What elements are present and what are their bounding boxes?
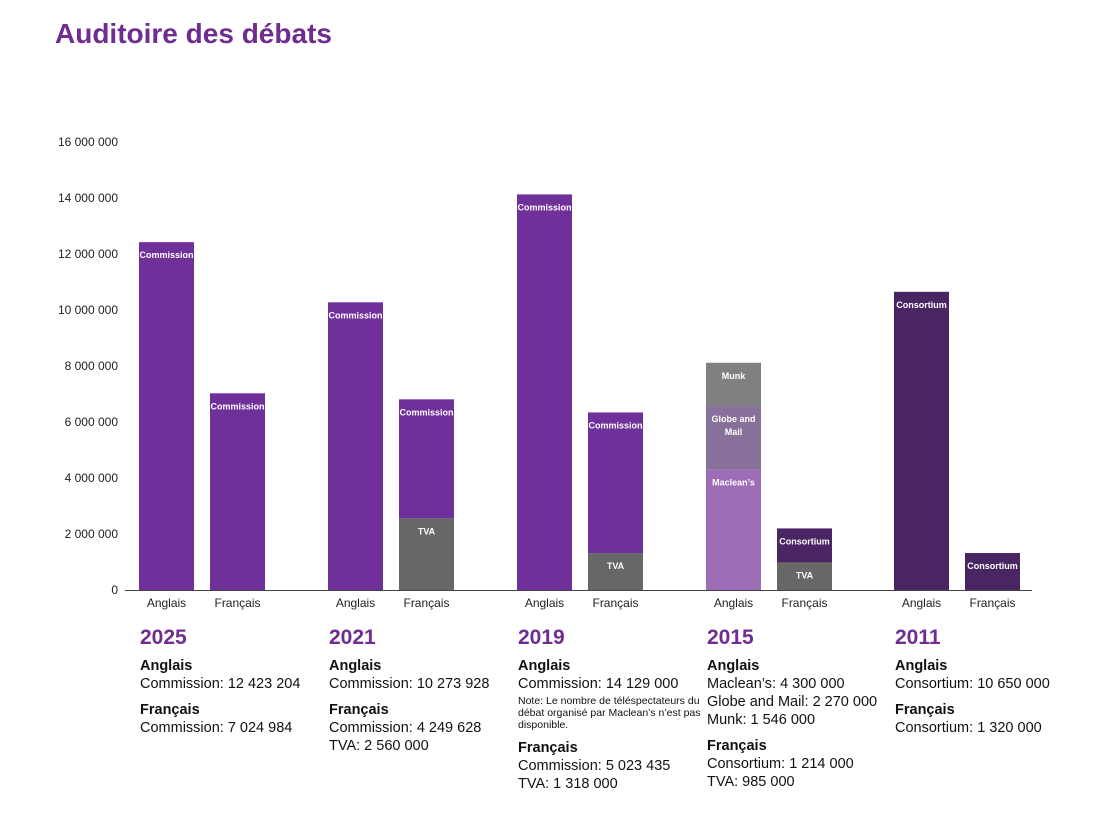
bar-segment-label: TVA xyxy=(607,561,625,571)
audience-line: Commission: 7 024 984 xyxy=(140,720,293,736)
bar-segment-label: Globe and xyxy=(711,414,755,424)
x-tick-label: Français xyxy=(592,596,638,610)
anglais-heading: Anglais xyxy=(707,658,760,674)
year-heading: 2015 xyxy=(707,626,754,649)
x-tick-label: Anglais xyxy=(336,596,375,610)
bar-segment xyxy=(894,291,949,590)
bar-segment xyxy=(706,469,761,590)
bar-chart: 0 2 000 000 4 000 000 6 000 000 8 000 000 10 … xyxy=(58,135,1032,610)
bar-segment-label: Munk xyxy=(722,371,746,381)
y-tick-label: 6 000 000 xyxy=(65,415,119,429)
y-tick-label: 14 000 000 xyxy=(58,191,118,205)
francais-heading: Français xyxy=(518,740,578,756)
x-tick-label: Français xyxy=(214,596,260,610)
bar-segment-label: Consortium xyxy=(967,561,1018,571)
bar-segment xyxy=(706,362,761,407)
bar-segment-label: Commission xyxy=(210,401,264,411)
year-heading: 2011 xyxy=(895,626,941,649)
bar-segment xyxy=(399,399,454,519)
bar-segment-label: Consortium xyxy=(896,300,947,310)
bar-segment-label: Commission xyxy=(588,420,642,430)
page-title: Auditoire des débats xyxy=(55,18,332,49)
bar-segment-label: Consortium xyxy=(779,536,830,546)
bar-segment-label: Mail xyxy=(725,427,743,437)
audience-line: TVA: 985 000 xyxy=(707,774,795,790)
bar-segment-label: Commission xyxy=(399,407,453,417)
bar-segment-label: TVA xyxy=(796,570,814,580)
audience-line: Commission: 14 129 000 xyxy=(518,676,679,692)
bar-segment-label: Maclean’s xyxy=(712,478,755,488)
y-tick-label: 10 000 000 xyxy=(58,303,118,317)
bar-segment xyxy=(777,562,832,590)
x-tick-label: Anglais xyxy=(525,596,564,610)
x-tick-label: Français xyxy=(403,596,449,610)
y-tick-label: 8 000 000 xyxy=(65,359,119,373)
bar-segment-label: TVA xyxy=(418,526,436,536)
year-heading: 2021 xyxy=(329,626,376,649)
audience-line: TVA: 1 318 000 xyxy=(518,776,618,792)
audience-line: Munk: 1 546 000 xyxy=(707,712,816,728)
year-details-2019: 2019 Anglais Commission: 14 129 000 Note: L… xyxy=(518,625,703,793)
x-tick-label: Anglais xyxy=(714,596,753,610)
francais-heading: Français xyxy=(140,702,200,718)
bar-segment xyxy=(965,553,1020,590)
anglais-heading: Anglais xyxy=(518,658,571,674)
y-tick-label: 4 000 000 xyxy=(65,471,119,485)
audience-line: Maclean’s: 4 300 000 xyxy=(707,676,845,692)
audience-line: Consortium: 10 650 000 xyxy=(895,676,1050,692)
francais-heading: Français xyxy=(895,702,955,718)
year-heading: 2019 xyxy=(518,626,565,649)
bar-segment xyxy=(517,194,572,590)
x-tick-label: Anglais xyxy=(147,596,186,610)
y-tick-label: 12 000 000 xyxy=(58,247,118,261)
anglais-heading: Anglais xyxy=(329,658,382,674)
anglais-heading: Anglais xyxy=(895,658,948,674)
bar-segment xyxy=(588,412,643,554)
audience-line: TVA: 2 560 000 xyxy=(329,738,429,754)
audience-line: Globe and Mail: 2 270 000 xyxy=(707,694,878,710)
audience-line: Commission: 5 023 435 xyxy=(518,758,671,774)
year-details-2021: 2021 Anglais Commission: 10 273 928 Françai… xyxy=(329,625,514,755)
bar-segment xyxy=(706,406,761,470)
audience-line: Commission: 12 423 204 xyxy=(140,676,301,692)
audience-line: Consortium: 1 214 000 xyxy=(707,756,854,772)
x-tick-label: Français xyxy=(969,596,1015,610)
y-tick-label: 0 xyxy=(111,583,118,597)
note-text: Note: Le nombre de téléspectateurs du dé… xyxy=(518,695,701,731)
year-heading: 2025 xyxy=(140,626,187,649)
y-tick-label: 2 000 000 xyxy=(65,527,119,541)
x-tick-label: Français xyxy=(781,596,827,610)
bar-segment xyxy=(210,393,265,590)
y-tick-label: 16 000 000 xyxy=(58,135,118,149)
audience-line: Commission: 10 273 928 xyxy=(329,676,490,692)
bar-segment xyxy=(139,242,194,591)
bar-segment xyxy=(399,518,454,590)
audience-line: Commission: 4 249 628 xyxy=(329,720,482,736)
bar-segment-label: Commission xyxy=(517,202,571,212)
anglais-heading: Anglais xyxy=(140,658,193,674)
year-details-2015: 2015 Anglais Maclean’s: 4 300 000 Globe and… xyxy=(707,625,892,791)
x-tick-label: Anglais xyxy=(902,596,941,610)
francais-heading: Français xyxy=(329,702,389,718)
bar-segment xyxy=(588,553,643,590)
year-details-2025: 2025 Anglais Commission: 12 423 204 Françai… xyxy=(140,625,325,737)
audience-line: Consortium: 1 320 000 xyxy=(895,720,1042,736)
bar-segment xyxy=(328,302,383,590)
bar-segment xyxy=(777,528,832,563)
bar-segment-label: Commission xyxy=(328,310,382,320)
year-details-2011: 2011 Anglais Consortium: 10 650 000 Françai… xyxy=(895,625,1080,737)
francais-heading: Français xyxy=(707,738,767,754)
bar-segment-label: Commission xyxy=(139,250,193,260)
